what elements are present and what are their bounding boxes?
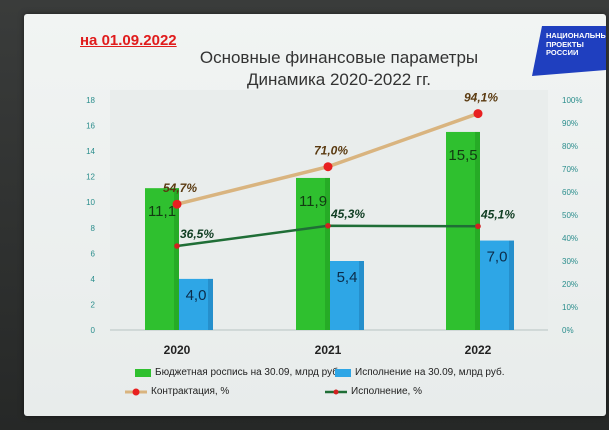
execution-value-label: 4,0 xyxy=(186,287,207,304)
y-left-tick-label: 4 xyxy=(91,275,96,284)
y-right-tick-label: 70% xyxy=(562,165,578,174)
logo-text-line3: РОССИИ xyxy=(546,48,579,57)
y-right-tick-label: 50% xyxy=(562,211,578,220)
chart-title-line1: Основные финансовые параметры xyxy=(199,48,479,67)
execution-percent-point xyxy=(475,223,481,230)
execution-bar-shade xyxy=(208,278,213,330)
y-left-tick-label: 16 xyxy=(86,122,95,131)
logo-text-line2: ПРОЕКТЫ xyxy=(546,39,584,49)
budget-value-label: 15,5 xyxy=(448,147,477,164)
budget-bar xyxy=(296,177,330,330)
execution-value-label: 5,4 xyxy=(337,269,358,286)
execution-bar xyxy=(179,278,213,330)
budget-value-label: 11,1 xyxy=(148,203,176,220)
contract-point xyxy=(473,109,483,119)
y-right-tick-label: 30% xyxy=(562,257,578,266)
y-right-tick-label: 80% xyxy=(562,142,578,151)
contract-value-label: 71,0% xyxy=(314,144,348,158)
budget-bar xyxy=(145,188,179,330)
logo-text: НАЦИОНАЛЬНЫЕ ПРОЕКТЫ РОССИИ xyxy=(546,31,606,58)
logo-shape-icon xyxy=(532,26,606,76)
y-left-tick-label: 10 xyxy=(86,198,95,207)
execution-bar-shade xyxy=(359,261,364,330)
y-left-tick-label: 14 xyxy=(86,147,95,156)
y-left-tick-label: 6 xyxy=(91,249,96,258)
y-left-tick-label: 8 xyxy=(91,224,96,233)
chart-title: Основные финансовые параметры Динамика 2… xyxy=(174,47,504,91)
execution-percent-value-label: 45,3% xyxy=(330,207,365,221)
chart-title-line2: Динамика 2020-2022 гг. xyxy=(246,70,432,89)
budget-value-label: 11,9 xyxy=(299,193,327,210)
date-label: на 01.09.2022 xyxy=(80,32,177,49)
y-left-tick-label: 18 xyxy=(86,96,95,105)
contract-point xyxy=(172,199,182,209)
budget-bar xyxy=(446,131,480,330)
execution-percent-value-label: 36,5% xyxy=(180,227,214,241)
y-right-tick-label: 40% xyxy=(562,234,578,243)
y-right-tick-label: 20% xyxy=(562,280,578,289)
category-label: 2020 xyxy=(164,343,191,357)
logo-text-line1: НАЦИОНАЛЬНЫЕ xyxy=(546,31,606,40)
budget-bar-shade xyxy=(174,188,179,330)
execution-percent-value-label: 45,1% xyxy=(480,207,515,221)
execution-percent-point xyxy=(174,243,180,249)
budget-bar-shade xyxy=(475,131,480,330)
execution-percent-point xyxy=(325,223,331,229)
execution-bar xyxy=(330,261,364,330)
y-right-tick-label: 90% xyxy=(562,119,578,128)
contract-value-label: 54,7% xyxy=(163,181,197,195)
y-right-tick-label: 60% xyxy=(562,188,578,197)
y-right-tick-label: 10% xyxy=(562,303,578,312)
y-right-tick-label: 0% xyxy=(562,326,574,335)
execution-bar xyxy=(480,240,514,330)
category-label: 2021 xyxy=(315,343,342,357)
y-left-tick-label: 12 xyxy=(86,173,95,182)
y-left-tick-label: 0 xyxy=(91,326,96,335)
budget-bar-shade xyxy=(325,177,330,330)
execution-value-label: 7,0 xyxy=(487,249,508,266)
contract-point xyxy=(323,162,333,172)
contract-value-label: 94,1% xyxy=(464,91,498,105)
y-left-tick-label: 2 xyxy=(91,300,96,309)
y-right-tick-label: 100% xyxy=(562,96,582,105)
national-projects-logo: НАЦИОНАЛЬНЫЕ ПРОЕКТЫ РОССИИ xyxy=(532,26,606,76)
execution-bar-shade xyxy=(509,240,514,330)
category-label: 2022 xyxy=(465,343,492,357)
